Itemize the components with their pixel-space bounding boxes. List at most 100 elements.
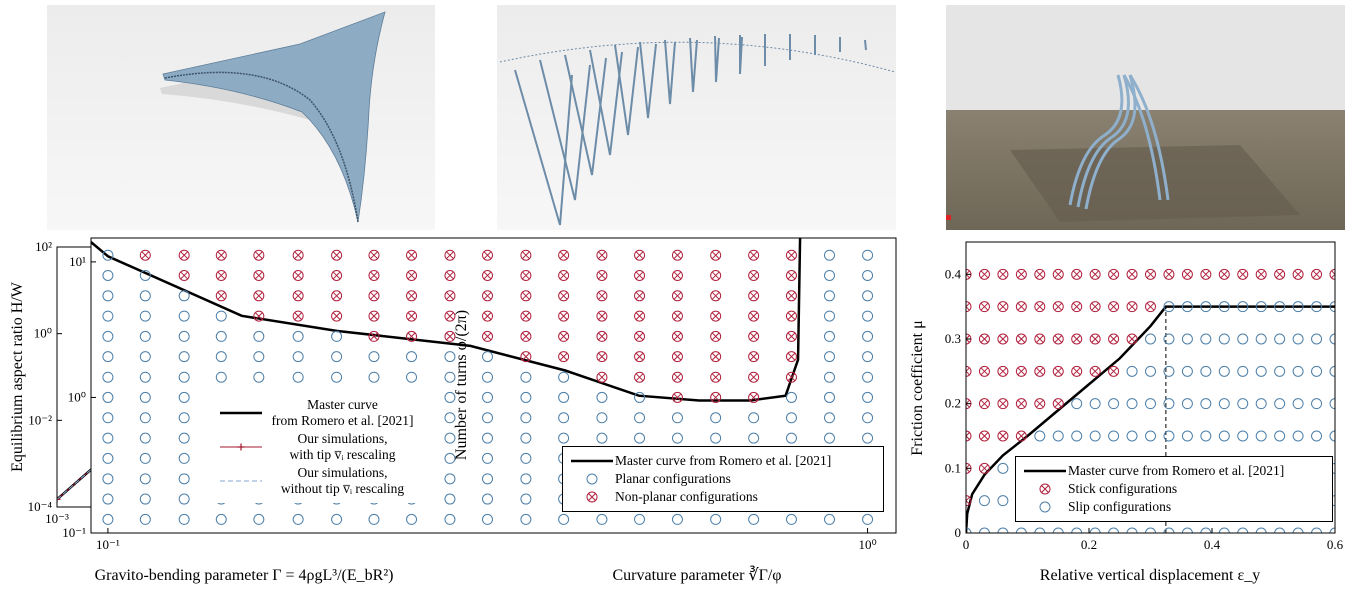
circle-marker [1237,333,1249,345]
crossed-circle-marker [586,491,598,503]
circle-marker [785,391,797,403]
marker-cross [999,399,1007,408]
circle-marker [331,371,343,383]
circle-marker [292,351,304,363]
circle-marker [102,330,114,342]
circle-marker [102,351,114,363]
marker-ring [444,412,456,424]
legend-swatch [571,459,613,463]
y-axis-title: Equilibrium aspect ratio H/W [9,281,26,472]
circle-marker [1274,333,1286,345]
circle-marker [253,330,265,342]
circle-marker [1071,398,1083,410]
marker-ring [1311,430,1323,442]
marker-cross [966,270,970,279]
crossed-circle-marker [1052,268,1064,280]
circle-marker [862,290,874,302]
marker-cross [711,352,720,361]
marker-cross [673,352,682,361]
crossed-circle-marker [444,310,456,322]
marker-ring [558,412,570,424]
marker-ring [102,473,114,485]
crossed-circle-marker [1089,333,1101,345]
circle-marker [292,513,304,525]
marker-cross [787,332,796,341]
marker-ring [785,432,797,444]
marker-cross [483,312,492,320]
circle-marker [823,269,835,281]
crossed-circle-marker [1015,398,1027,410]
marker-ring [1163,527,1175,533]
circle-marker [1052,430,1064,442]
circle-marker [671,412,683,424]
marker-ring [1145,333,1156,345]
marker-cross [635,312,644,320]
marker-cross [980,270,989,279]
marker-cross [749,393,758,402]
marker-ring [139,391,151,403]
legend-label: Master curve from Romero et al. [2021] [271,397,414,428]
marker-ring [1126,365,1138,377]
circle-marker [1089,398,1101,410]
crossed-circle-marker [1126,301,1138,313]
marker-ring [634,432,646,444]
marker-ring [596,249,608,261]
circle-marker [482,351,494,363]
circle-marker [102,473,114,485]
y-axis-title: Number of turns φ/(2π) [453,310,470,460]
circle-marker [139,290,151,302]
marker-cross [370,291,378,300]
circle-marker [1108,430,1120,442]
crossed-circle-marker [1015,430,1027,442]
marker-ring [178,290,190,302]
crossed-circle-marker [331,290,343,302]
marker-ring [671,351,683,363]
marker-cross [1146,302,1155,311]
marker-ring [710,310,722,322]
crossed-circle-marker [596,330,608,342]
curve [966,305,1335,533]
crossed-circle-marker [444,330,456,342]
circle-marker [482,493,494,505]
marker-ring [1329,398,1335,410]
marker-ring [862,249,874,261]
marker-ring [1034,301,1046,313]
marker-ring [710,432,722,444]
marker-ring [520,473,532,485]
crossed-circle-marker [482,330,494,342]
crossed-circle-marker [978,462,990,474]
marker-ring [1089,365,1101,377]
circle-marker [558,371,570,383]
circle-marker [1255,398,1267,410]
marker-cross [446,312,454,320]
rod [1128,74,1170,201]
crossed-circle-marker [1200,268,1212,280]
marker-ring [997,527,1009,533]
marker-ring [748,310,760,322]
circle-marker [482,371,494,383]
marker-ring [966,430,972,442]
marker-ring [558,310,570,322]
marker-ring [978,365,990,377]
crossed-circle-marker [215,290,227,302]
crossed-circle-marker [1292,268,1304,280]
crossed-circle-marker [482,290,494,302]
crossed-circle-marker [997,430,1009,442]
crossed-circle-marker [1181,268,1193,280]
marker-ring [558,269,570,281]
crossed-circle-marker [1034,398,1046,410]
marker-ring [997,430,1009,442]
crossed-circle-marker [1071,333,1083,345]
marker-ring [215,249,227,261]
marker-ring [482,432,494,444]
ribbon [739,35,743,75]
circle-marker [1163,398,1175,410]
marker-cross [749,312,758,320]
crossed-circle-marker [368,330,380,342]
marker-ring [482,493,494,505]
crossed-circle-marker [444,249,456,261]
marker-ring [1329,365,1335,377]
circle-marker [862,351,874,363]
marker-ring [1015,268,1027,280]
crossed-circle-marker [748,330,760,342]
